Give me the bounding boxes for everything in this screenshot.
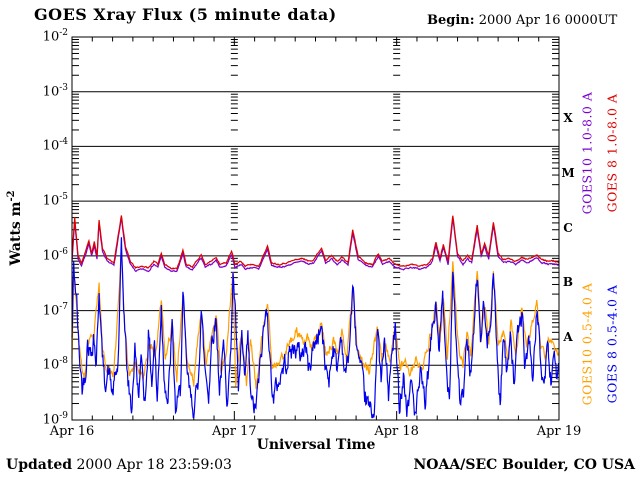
legend-goes8-long: GOES 8 1.0-8.0 A	[604, 93, 620, 213]
x-tick-label: Apr 19	[536, 424, 582, 439]
goes10-1-0-8-0-a-series	[71, 217, 560, 273]
updated-text: Updated 2000 Apr 18 23:59:03	[6, 457, 232, 473]
y-tick-label: 10-4	[42, 137, 68, 154]
legend-goes10-long: GOES10 1.0-8.0 A	[579, 91, 595, 215]
y-tick-label: 10-3	[42, 82, 68, 100]
y-tick-label: 10-6	[42, 246, 68, 264]
flare-class-label: C	[563, 220, 573, 235]
goes-8-0-5-4-0-a-series	[71, 237, 560, 419]
y-axis-title: Watts m-2	[6, 190, 24, 266]
y-tick-label: 10-8	[42, 356, 68, 373]
legend-goes8-short: GOES 8 0.5-4.0 A	[604, 284, 620, 404]
x-axis-title: Universal Time	[256, 437, 376, 453]
begin-value: 2000 Apr 16 0000UT	[478, 13, 618, 28]
y-tick-label: 10-9	[42, 411, 68, 428]
flare-class-label: A	[563, 329, 573, 344]
credit-text: NOAA/SEC Boulder, CO USA	[413, 457, 636, 473]
plot-frame	[71, 36, 560, 421]
y-tick-label: 10-5	[42, 192, 68, 209]
goes10-0-5-4-0-a-series	[71, 252, 560, 389]
flare-class-label: B	[562, 275, 574, 290]
x-tick-label: Apr 17	[212, 424, 257, 439]
y-tick-label: 10-7	[42, 301, 68, 318]
goes-8-1-0-8-0-a-series	[71, 215, 560, 271]
page-title: GOES Xray Flux (5 minute data)	[34, 5, 337, 24]
flare-class-label: M	[561, 165, 575, 180]
flare-class-label: X	[563, 111, 573, 126]
begin-label: Begin:	[427, 13, 475, 28]
begin-caption: Begin: 2000 Apr 16 0000UT	[427, 13, 617, 28]
legend-goes10-short: GOES10 0.5-4.0 A	[579, 282, 595, 406]
x-tick-label: Apr 18	[374, 424, 419, 439]
y-tick-label: 10-2	[42, 28, 68, 45]
x-tick-label: Apr 16	[49, 424, 95, 439]
